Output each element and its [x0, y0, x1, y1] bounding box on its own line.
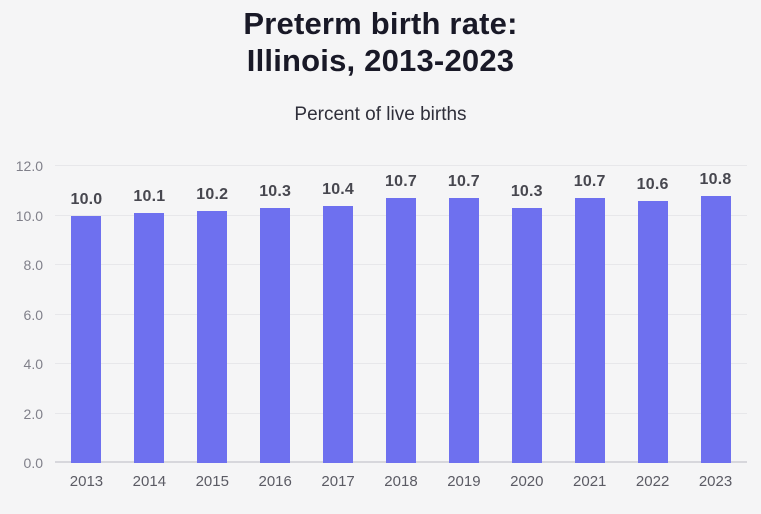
- bar: [385, 198, 416, 464]
- bar: [574, 198, 605, 464]
- x-axis-row: 2013 2014 2015 2016 2017 2018 2019 2020 2021 2022…: [55, 463, 747, 490]
- bar: [511, 208, 542, 464]
- bar-chart: 0.0 2.0 4.0 6.0 8.0 10.0 12.0 10.0 10.1 10.2 10.3 1…: [0, 158, 761, 490]
- bar-column: 10.7: [432, 166, 495, 464]
- x-tick-label: 2014: [132, 473, 167, 491]
- bar-value-label: 10.4: [322, 180, 355, 198]
- bar: [700, 195, 731, 464]
- bar-value-label: 10.7: [573, 173, 606, 191]
- bar: [323, 205, 354, 464]
- bar-column: 10.3: [495, 166, 558, 464]
- x-tick-label: 2013: [69, 473, 104, 491]
- bar-column: 10.1: [118, 166, 181, 464]
- x-tick-label: 2019: [447, 473, 481, 491]
- y-tick-label: 12.0: [15, 158, 43, 175]
- gridline: [55, 165, 747, 167]
- bar-value-label: 10.6: [636, 175, 669, 193]
- y-tick-label: 6.0: [23, 306, 43, 323]
- bar-value-label: 10.3: [259, 183, 292, 201]
- bar-column: 10.6: [621, 166, 684, 464]
- bar: [71, 215, 102, 464]
- bar: [197, 210, 228, 464]
- y-tick-label: 4.0: [23, 356, 43, 373]
- x-tick-label: 2021: [573, 473, 607, 491]
- bar-column: 10.2: [181, 166, 244, 464]
- bar: [260, 208, 291, 464]
- bar-column: 10.4: [307, 166, 370, 464]
- bars-row: 10.0 10.1 10.2 10.3 10.4 10.7 10.7 10.3 10.7 10.6…: [55, 166, 747, 464]
- x-tick-label: 2017: [321, 473, 355, 491]
- bar-column: 10.8: [684, 166, 747, 464]
- bar-value-label: 10.8: [699, 170, 732, 188]
- bar-value-label: 10.0: [70, 190, 103, 208]
- bar-column: 10.3: [244, 166, 307, 464]
- x-tick-label: 2023: [698, 473, 733, 491]
- bar: [637, 200, 668, 464]
- bar-column: 10.7: [558, 166, 621, 464]
- x-tick-label: 2022: [635, 473, 670, 491]
- bar-column: 10.7: [370, 166, 433, 464]
- y-tick-label: 0.0: [23, 455, 43, 472]
- plot-area: 0.0 2.0 4.0 6.0 8.0 10.0 12.0 10.0 10.1 10.2 10.3 1…: [16, 158, 747, 471]
- y-tick-label: 10.0: [15, 207, 43, 224]
- x-tick-label: 2018: [384, 473, 418, 491]
- bar-value-label: 10.7: [385, 173, 417, 191]
- bar-value-label: 10.7: [447, 173, 480, 191]
- chart-subtitle: Percent of live births: [294, 104, 467, 126]
- bar-column: 10.0: [55, 166, 118, 464]
- chart-title: Preterm birth rate: Illinois, 2013-2023: [243, 6, 518, 78]
- bar-value-label: 10.3: [510, 183, 543, 201]
- chart-header: Preterm birth rate: Illinois, 2013-2023 …: [0, 0, 761, 126]
- x-tick-label: 2020: [510, 473, 544, 491]
- x-tick-label: 2015: [195, 473, 229, 491]
- bar: [448, 198, 479, 464]
- bar-value-label: 10.1: [133, 188, 166, 206]
- x-tick-label: 2016: [258, 473, 292, 491]
- y-tick-label: 2.0: [23, 405, 43, 422]
- bar: [134, 213, 165, 464]
- bar-value-label: 10.2: [196, 185, 229, 203]
- y-tick-label: 8.0: [23, 257, 43, 274]
